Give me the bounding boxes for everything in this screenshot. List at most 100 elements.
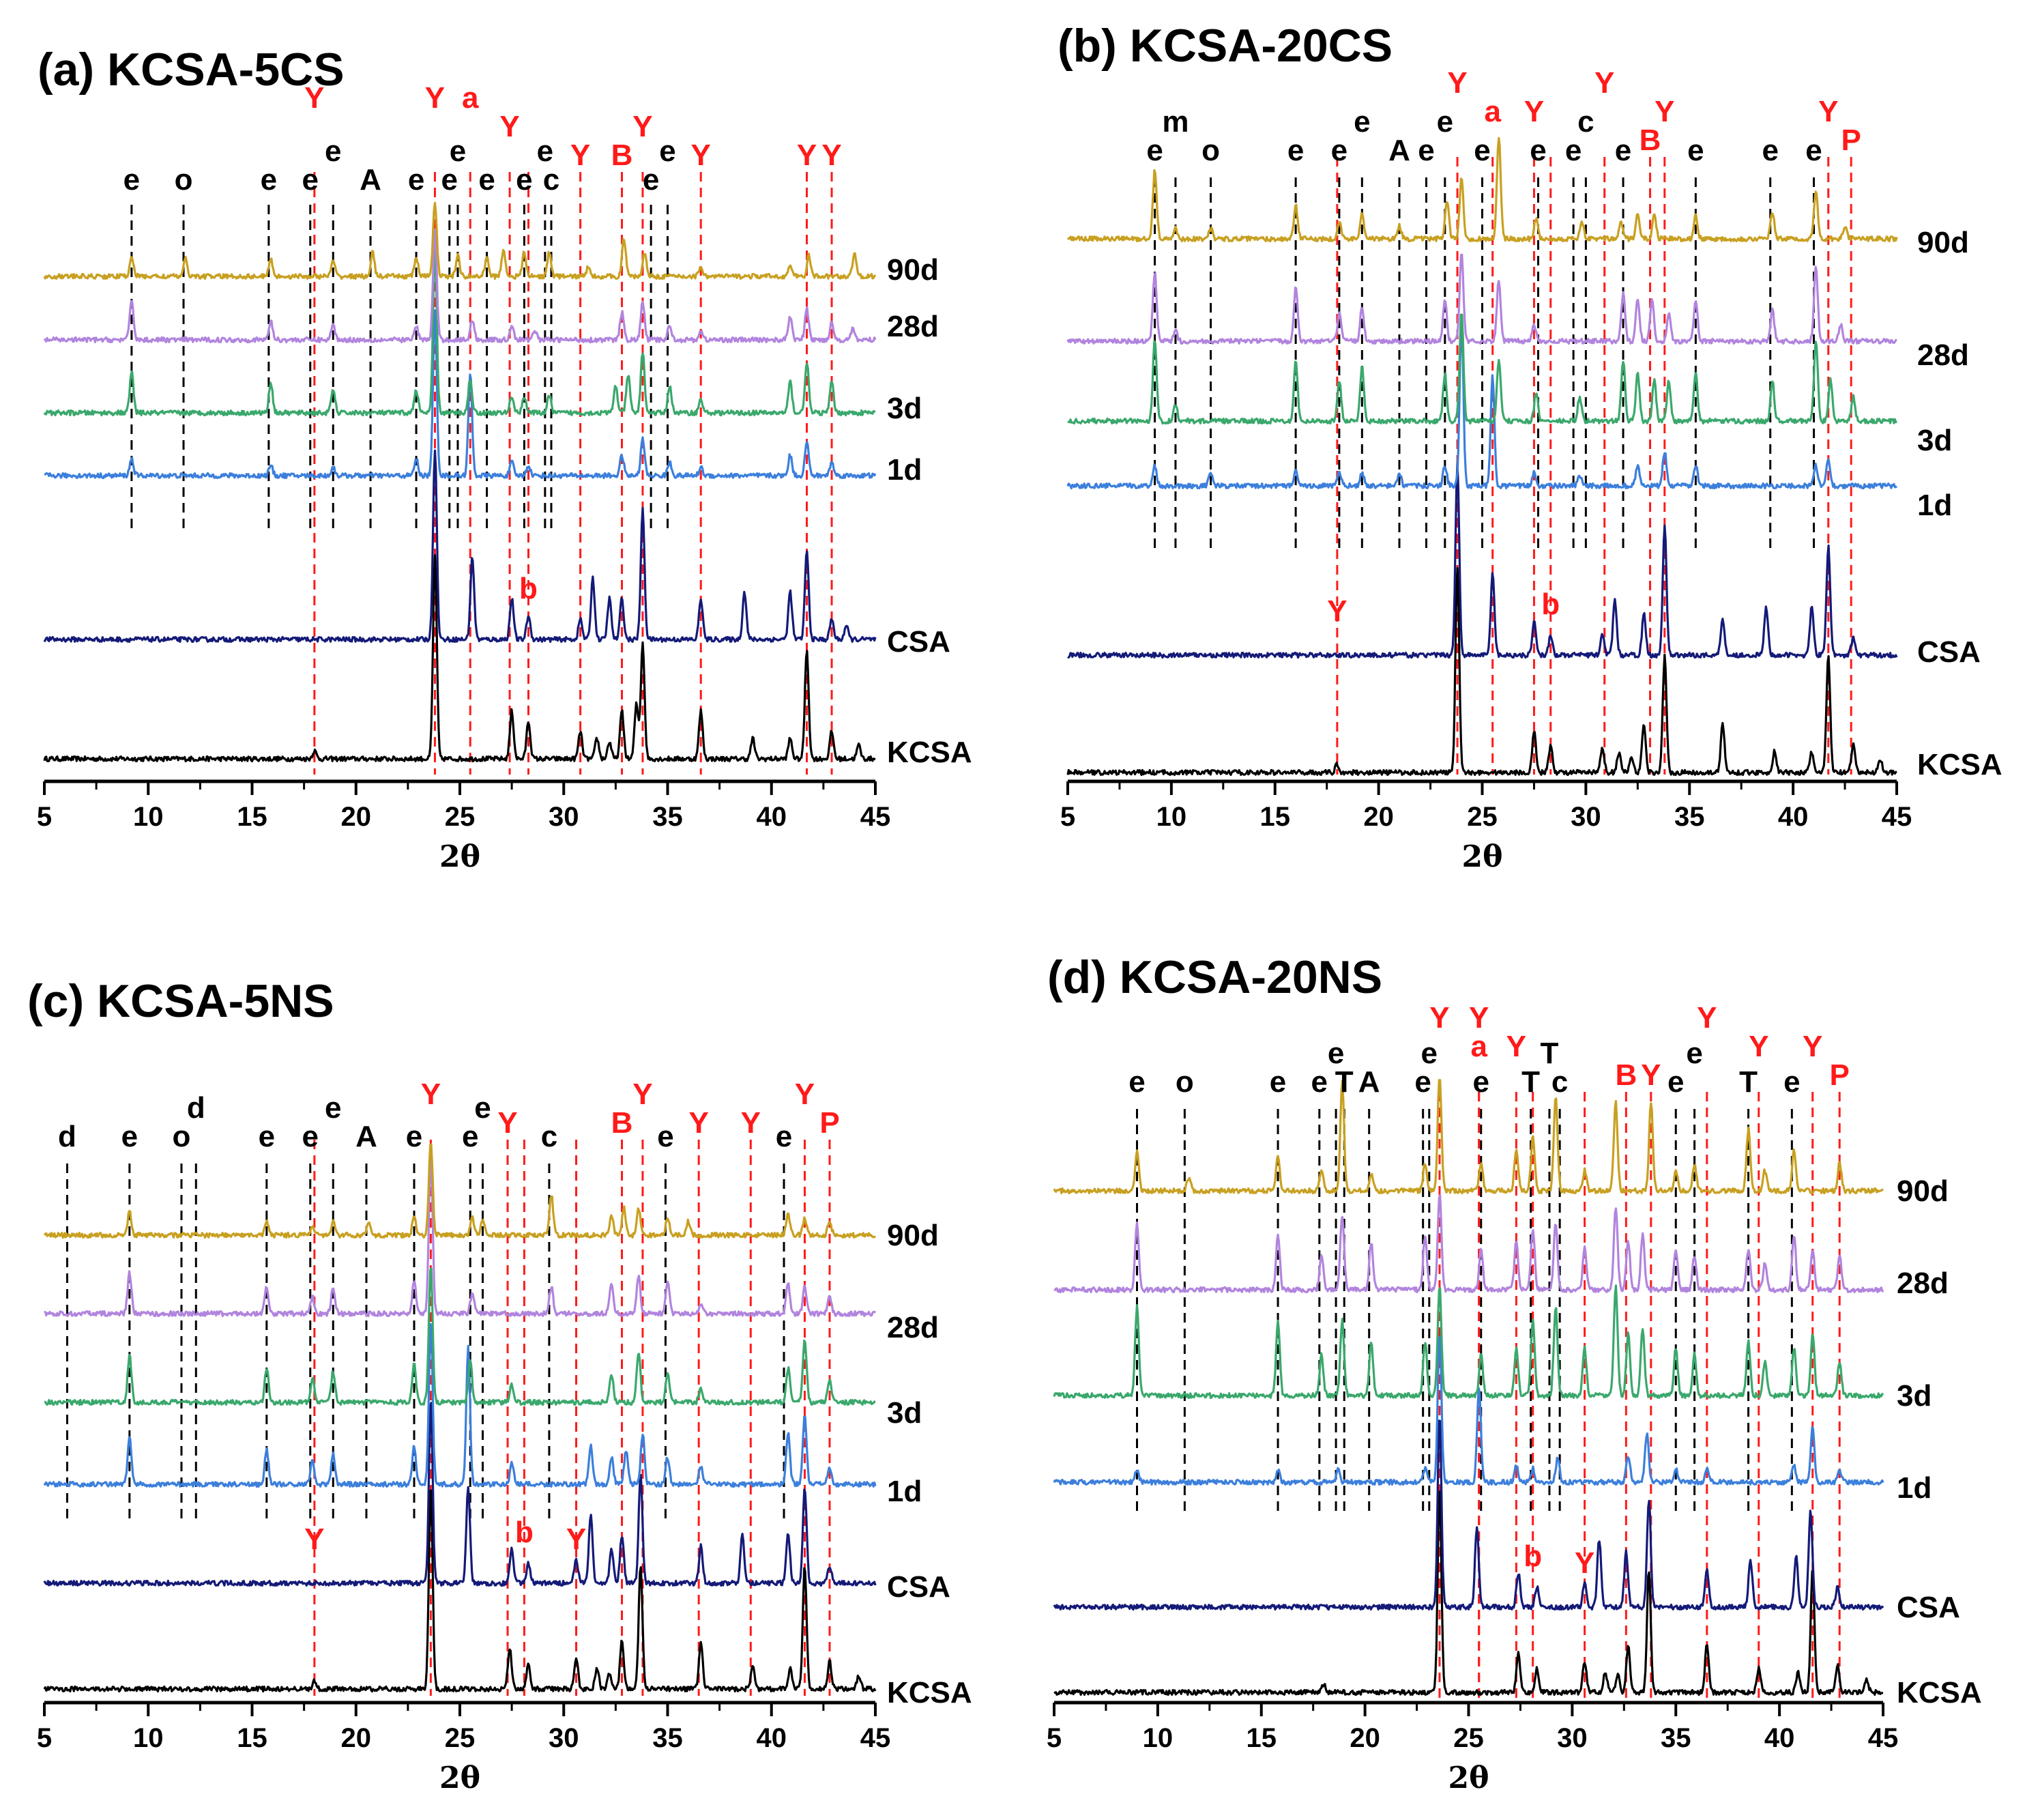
marker-label: B [611,139,633,172]
marker-label: c [1551,1065,1568,1099]
marker-label: P [1830,1058,1850,1092]
marker-label: b [1524,1540,1542,1573]
x-axis-label: 2θ [1462,839,1503,874]
x-tick-label: 5 [1047,1723,1062,1753]
marker-label: m [1162,105,1189,139]
marker-label: Y [1327,594,1347,628]
marker-label: c [543,163,559,197]
marker-label: Y [304,1522,324,1556]
marker-label: Y [570,139,590,172]
series-label-KCSA: KCSA [887,736,972,769]
x-tick-label: 5 [37,1723,52,1753]
trace-1d [1053,1335,1884,1486]
series-label-3d: 3d [887,392,922,425]
marker-label: Y [497,1106,517,1140]
series-label-1d: 1d [887,1475,922,1508]
marker-label: Y [632,110,652,143]
series-label-90d: 90d [1917,226,1969,259]
marker-label: Y [795,1078,815,1111]
x-tick-label: 40 [757,802,787,832]
marker-label: P [819,1106,839,1140]
marker-label: e [643,163,659,197]
marker-label: Y [1594,66,1614,100]
trace-CSA [43,449,877,644]
marker-label: e [1472,1065,1489,1099]
x-tick-label: 40 [1778,802,1809,832]
marker-label: Y [304,81,324,115]
panel-title: (b) KCSA-20CS [1058,20,1393,72]
x-tick-label: 5 [1060,802,1075,832]
marker-label: A [355,1120,377,1153]
marker-label: e [406,1120,422,1153]
x-tick-label: 15 [237,1723,267,1753]
x-tick-label: 10 [1156,802,1187,832]
marker-lines [65,1140,831,1696]
trace-KCSA [1053,1490,1884,1696]
marker-label: Y [499,110,519,143]
marker-label: Y [632,1078,652,1111]
marker-label: e [302,1120,319,1153]
marker-label: Y [1524,95,1544,128]
series-label-90d: 90d [1897,1174,1949,1208]
series-label-KCSA: KCSA [887,1676,972,1709]
x-axis-label: 2θ [1448,1761,1489,1795]
x-tick-label: 25 [445,802,476,832]
trace-3d [1053,1284,1884,1400]
marker-label: e [1437,105,1453,139]
marker-label: a [462,81,479,115]
marker-label: Y [421,1078,441,1111]
series-label-28d: 28d [1917,338,1969,372]
x-tick-label: 20 [341,802,372,832]
marker-label: e [1615,134,1631,167]
trace-3d [1067,313,1898,425]
series-label-28d: 28d [1897,1267,1949,1300]
marker-label: e [1418,134,1434,167]
panel-3: (c) KCSA-5NS 5 10 15 20 25 30 35 40 45 2θ KCSA CSA 1d… [27,975,972,1795]
marker-label: A [1388,134,1410,167]
trace-1d [1066,325,1898,490]
marker-label: e [516,163,532,197]
series-label-KCSA: KCSA [1917,748,2002,781]
marker-label: Y [425,81,445,115]
marker-label: Y [1655,95,1674,128]
x-tick-label: 20 [1350,1723,1380,1753]
x-tick-label: 35 [652,1723,683,1753]
x-tick-label: 40 [757,1723,787,1753]
marker-label: Y [821,139,841,172]
series-label-1d: 1d [1897,1471,1932,1505]
x-tick-label: 25 [1467,802,1498,832]
marker-label: B [1640,124,1661,157]
series-label-CSA: CSA [1917,635,1981,669]
x-tick-label: 15 [1247,1723,1277,1753]
x-tick-label: 30 [549,1723,579,1753]
panel-title: (a) KCSA-5CS [38,44,345,96]
series-label-28d: 28d [887,310,939,343]
x-axis-label: 2θ [439,1761,480,1795]
marker-label: Y [688,1106,708,1140]
trace-90d [1066,136,1898,243]
series-label-CSA: CSA [1897,1591,1960,1624]
x-axis-label: 2θ [439,839,480,874]
marker-label: a [1484,95,1501,128]
trace-90d [1053,1079,1884,1195]
marker-label: e [1565,134,1582,167]
marker-label: d [58,1120,76,1153]
trace-KCSA [43,1489,877,1693]
trace-28d [1053,1194,1884,1294]
trace-CSA [1067,462,1898,659]
series-label-1d: 1d [1917,489,1952,522]
trace-90d [43,201,877,280]
marker-label: Y [1575,1546,1594,1580]
x-tick-label: 45 [860,1723,891,1753]
marker-label: T [1335,1065,1354,1099]
marker-label: o [1176,1065,1194,1099]
trace-CSA [1053,1419,1884,1611]
trace-CSA [43,1402,877,1587]
series-label-3d: 3d [1897,1379,1932,1413]
marker-label: e [1762,134,1778,167]
marker-label: e [1331,134,1347,167]
trace-28d [44,1159,877,1318]
marker-label: e [1311,1065,1328,1099]
trace-KCSA [43,554,876,763]
